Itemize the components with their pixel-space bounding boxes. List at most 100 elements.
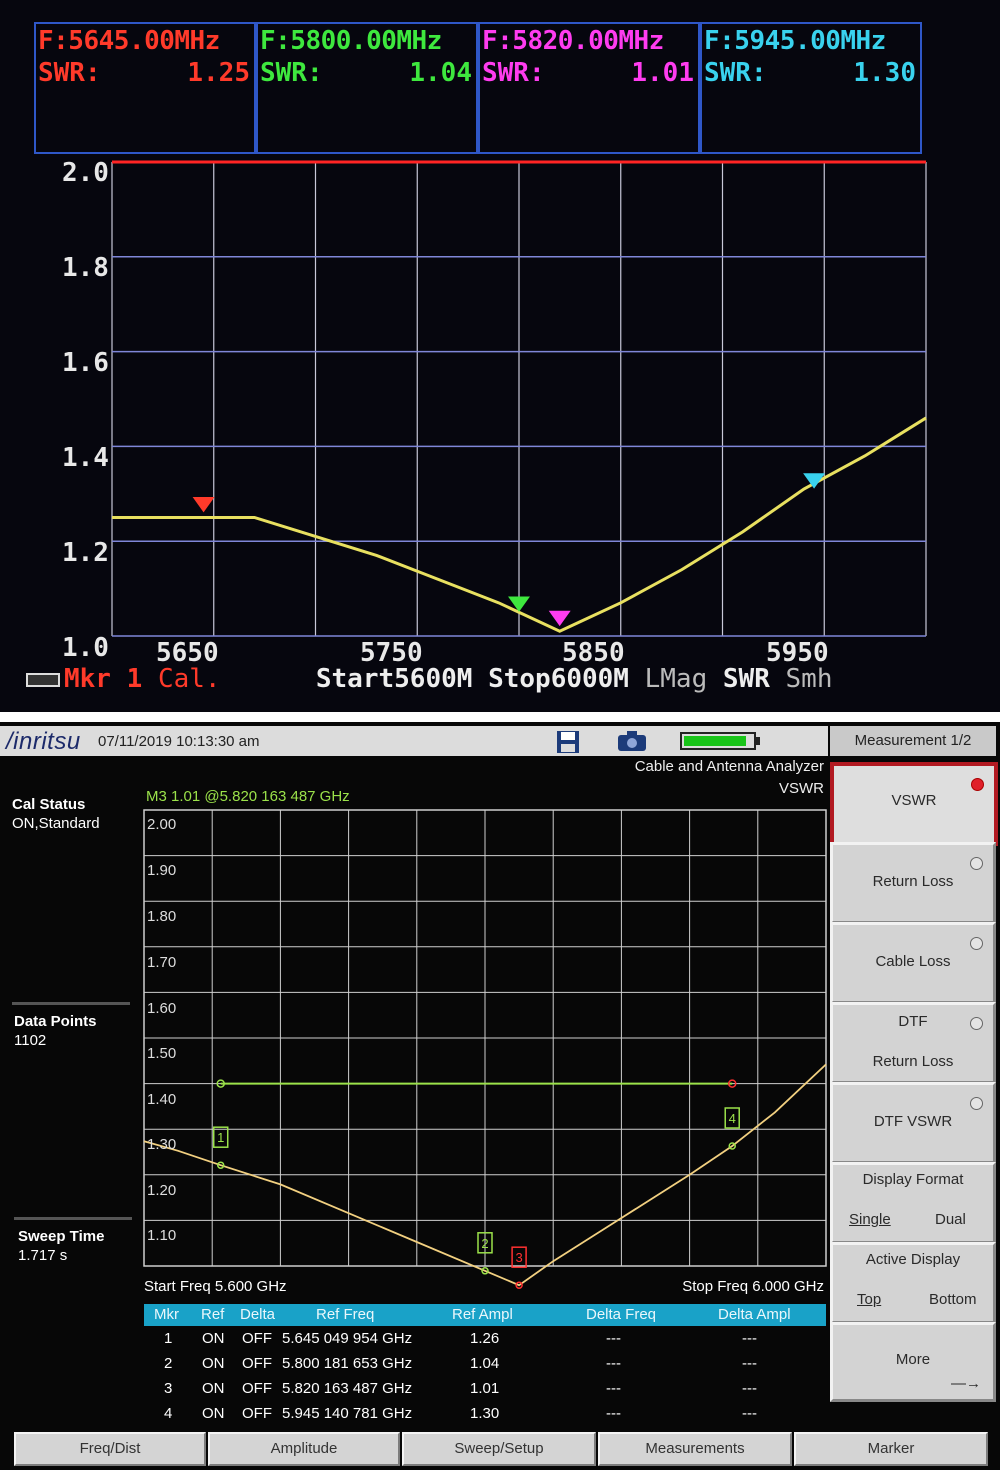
active-display-button[interactable]: Active Display Top Bottom — [830, 1242, 996, 1324]
sweep-time-value: 1.717 s — [18, 1247, 68, 1264]
bottom-option[interactable]: Bottom — [929, 1291, 977, 1308]
battery-level — [684, 736, 746, 746]
cal-status-label: Cal Status — [12, 796, 86, 813]
y-tick: 1.40 — [147, 1091, 177, 1108]
sweep-time-label: Sweep Time — [18, 1228, 105, 1245]
y-tick: 1.10 — [147, 1227, 177, 1244]
marker-3-label: 3 — [515, 1250, 522, 1265]
marker-table: Mkr Ref Delta Ref Freq Ref Ampl Delta Fr… — [144, 1304, 826, 1426]
status-stop: Stop6000M — [488, 664, 629, 694]
y-tick: 1.20 — [147, 1182, 177, 1199]
battery-icon — [26, 672, 60, 687]
start-freq: Start Freq 5.600 GHz — [144, 1278, 287, 1295]
top-x-tick: 5650 — [156, 638, 219, 668]
measurement-name: VSWR — [779, 780, 824, 797]
status-cal: Cal. — [157, 664, 221, 694]
cell: 4 — [164, 1405, 173, 1422]
vswr-button[interactable]: VSWR — [830, 762, 998, 846]
dtf-return-loss-button[interactable]: DTF Return Loss — [830, 1002, 996, 1084]
cell: 5.645 049 954 GHz — [282, 1330, 413, 1347]
divider — [14, 1217, 132, 1220]
limit-line-end-handle — [727, 1079, 737, 1088]
marker-2-freq: F:5800.00MHz — [260, 26, 442, 56]
dtf-vswr-button[interactable]: DTF VSWR — [830, 1082, 996, 1164]
marker-2-swr-value: 1.04 — [409, 58, 472, 88]
top-option[interactable]: Top — [857, 1291, 882, 1308]
top-x-tick: 5750 — [360, 638, 423, 668]
status-start: Start5600M — [315, 664, 473, 694]
swr-trace — [112, 416, 927, 633]
cable-loss-button[interactable]: Cable Loss — [830, 922, 996, 1004]
table-row[interactable]: 4 ON OFF 5.945 140 781 GHz 1.30 --- --- — [144, 1401, 826, 1426]
cell: 5.800 181 653 GHz — [282, 1355, 413, 1372]
mode-name: Cable and Antenna Analyzer — [634, 758, 824, 775]
vswr-chart[interactable]: 1 2 3 4 — [0, 722, 830, 1302]
marker-2-triangle — [508, 596, 530, 612]
measurements-button[interactable]: Measurements — [598, 1432, 792, 1466]
marker-4-label: 4 — [729, 1111, 736, 1126]
marker-box-2: F:5800.00MHz SWR: 1.04 — [256, 22, 478, 154]
marker-1-label: 1 — [217, 1130, 224, 1145]
dtf-vswr-label: DTF VSWR — [873, 1113, 953, 1130]
cell: 1.01 — [470, 1380, 500, 1397]
camera-icon[interactable] — [617, 730, 647, 752]
marker-4-swr-value: 1.30 — [853, 58, 916, 88]
top-x-tick: 5950 — [766, 638, 829, 668]
cell: --- — [606, 1380, 621, 1397]
cell: OFF — [242, 1355, 272, 1372]
col-delta-ampl: Delta Ampl — [718, 1306, 791, 1323]
marker-4-point — [728, 1142, 736, 1150]
marker-3-point — [515, 1281, 523, 1289]
marker-3-swr-value: 1.01 — [631, 58, 694, 88]
cell: OFF — [242, 1380, 272, 1397]
display-format-button[interactable]: Display Format Single Dual — [830, 1162, 996, 1244]
top-x-tick: 5850 — [562, 638, 625, 668]
cell: 2 — [164, 1355, 173, 1372]
cell: ON — [202, 1380, 225, 1397]
marker-button[interactable]: Marker — [794, 1432, 988, 1466]
top-y-tick: 1.4 — [62, 443, 109, 473]
y-tick: 1.50 — [147, 1045, 177, 1062]
marker-3-box — [511, 1246, 527, 1268]
amplitude-button[interactable]: Amplitude — [208, 1432, 400, 1466]
cell: 5.820 163 487 GHz — [282, 1380, 413, 1397]
save-icon[interactable] — [555, 730, 581, 754]
title-bar: /inritsu 07/11/2019 10:13:30 am — [0, 726, 828, 756]
limit-line-start-handle — [216, 1079, 225, 1088]
top-y-tick: 1.0 — [62, 633, 109, 663]
y-tick: 1.80 — [147, 908, 177, 925]
table-row[interactable]: 2 ON OFF 5.800 181 653 GHz 1.04 --- --- — [144, 1351, 826, 1376]
single-option[interactable]: Single — [849, 1211, 891, 1228]
cell: ON — [202, 1355, 225, 1372]
radio-icon — [970, 937, 983, 950]
date-time: 07/11/2019 10:13:30 am — [98, 733, 260, 750]
marker-box-4: F:5945.00MHz SWR: 1.30 — [700, 22, 922, 154]
divider — [12, 1002, 130, 1005]
marker-2-box — [477, 1232, 493, 1254]
marker-1-freq: F:5645.00MHz — [38, 26, 220, 56]
marker-3-swr-label: SWR: — [482, 58, 545, 88]
marker-1-triangle — [192, 497, 215, 513]
softkey-menu-title: Measurement 1/2 — [830, 726, 996, 756]
more-label: More — [895, 1351, 931, 1368]
sweep-setup-button[interactable]: Sweep/Setup — [402, 1432, 596, 1466]
top-y-tick: 1.2 — [62, 538, 109, 568]
battery-tip — [756, 737, 760, 745]
col-ref-freq: Ref Freq — [316, 1306, 375, 1323]
stop-freq: Stop Freq 6.000 GHz — [682, 1278, 824, 1295]
cable-loss-label: Cable Loss — [875, 953, 951, 970]
vswr-trace — [143, 1063, 827, 1287]
status-swr: SWR — [722, 664, 770, 694]
return-loss-button[interactable]: Return Loss — [830, 842, 996, 924]
status-mkr: Mkr — [64, 664, 111, 694]
dual-option[interactable]: Dual — [935, 1211, 966, 1228]
table-row[interactable]: 3 ON OFF 5.820 163 487 GHz 1.01 --- --- — [144, 1376, 826, 1401]
more-button[interactable]: More —→ — [830, 1322, 996, 1402]
marker-4-triangle — [803, 473, 826, 489]
table-row[interactable]: 1 ON OFF 5.645 049 954 GHz 1.26 --- --- — [144, 1326, 826, 1351]
cell: --- — [742, 1405, 757, 1422]
status-smh: Smh — [785, 664, 833, 694]
freq-dist-button[interactable]: Freq/Dist — [14, 1432, 206, 1466]
marker-1-swr-label: SWR: — [38, 58, 101, 88]
marker-3-freq: F:5820.00MHz — [482, 26, 664, 56]
